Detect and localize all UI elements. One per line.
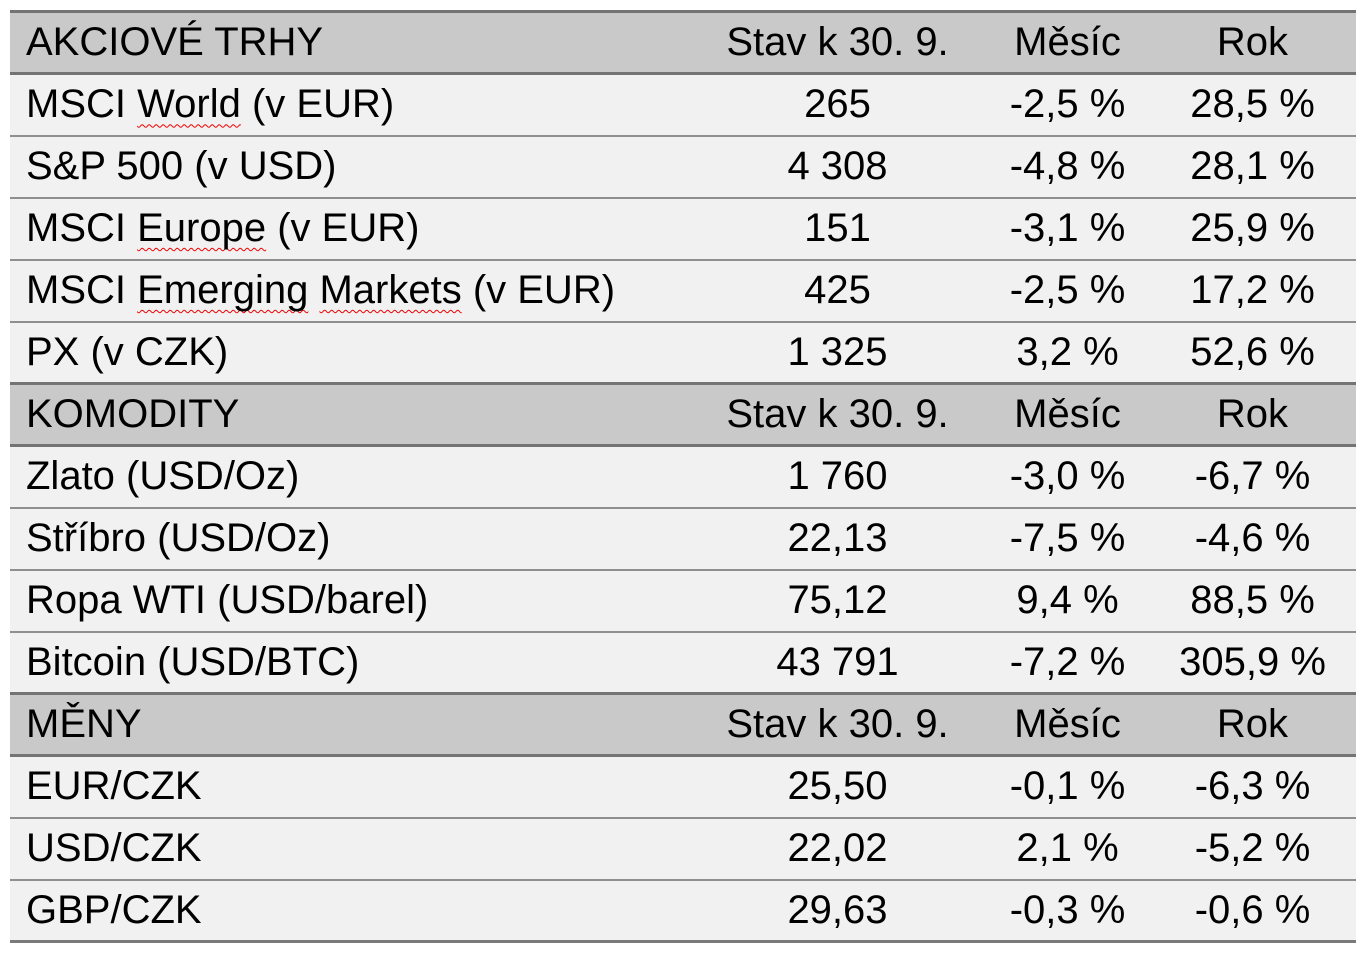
row-label: MSCI Europe (v EUR) [10, 196, 700, 260]
label-text: GBP/CZK [26, 887, 202, 932]
table-row: MSCI Europe (v EUR) 151 -3,1 % 25,9 % [10, 196, 1356, 260]
table-row: Bitcoin (USD/BTC) 43 791 -7,2 % 305,9 % [10, 630, 1356, 694]
year-value: -5,2 % [1160, 816, 1356, 880]
row-label: S&P 500 (v USD) [10, 134, 700, 198]
label-text [308, 268, 319, 312]
column-header-month: Měsíc [975, 692, 1160, 757]
month-value: -3,1 % [975, 196, 1160, 260]
state-value: 43 791 [700, 630, 975, 694]
row-label: Zlato (USD/Oz) [10, 444, 700, 508]
row-label: Bitcoin (USD/BTC) [10, 630, 700, 694]
year-value: 28,5 % [1160, 72, 1356, 136]
month-value: -4,8 % [975, 134, 1160, 198]
label-text: (v EUR) [461, 268, 616, 312]
table-row: USD/CZK 22,02 2,1 % -5,2 % [10, 816, 1356, 880]
row-label: PX (v CZK) [10, 320, 700, 384]
state-value: 425 [700, 258, 975, 322]
state-value: 22,02 [700, 816, 975, 880]
table-row: GBP/CZK 29,63 -0,3 % -0,6 % [10, 878, 1356, 942]
label-text: S&P 500 (v USD) [26, 144, 337, 188]
label-text: MSCI [26, 82, 138, 127]
month-value: -0,1 % [975, 754, 1160, 818]
month-value: -2,5 % [975, 72, 1160, 136]
state-value: 151 [700, 196, 975, 260]
month-value: -2,5 % [975, 258, 1160, 322]
label-text: Bitcoin (USD/BTC) [26, 639, 360, 684]
year-value: -6,7 % [1160, 444, 1356, 508]
year-value: 305,9 % [1160, 630, 1356, 694]
label-text: Stříbro (USD/Oz) [26, 516, 331, 560]
section-title: AKCIOVÉ TRHY [10, 10, 700, 75]
month-value: -7,5 % [975, 506, 1160, 570]
column-header-year: Rok [1160, 382, 1356, 447]
year-value: 25,9 % [1160, 196, 1356, 260]
state-value: 4 308 [700, 134, 975, 198]
year-value: 52,6 % [1160, 320, 1356, 384]
section-title: KOMODITY [10, 382, 700, 447]
year-value: -6,3 % [1160, 754, 1356, 818]
table-row: EUR/CZK 25,50 -0,1 % -6,3 % [10, 754, 1356, 818]
misspelled-word: Europe [137, 206, 267, 250]
table-row: Ropa WTI (USD/barel) 75,12 9,4 % 88,5 % [10, 568, 1356, 632]
row-label: USD/CZK [10, 816, 700, 880]
misspelled-word: Markets [319, 268, 462, 312]
column-header-state: Stav k 30. 9. [700, 692, 975, 757]
month-value: -7,2 % [975, 630, 1160, 694]
year-value: 28,1 % [1160, 134, 1356, 198]
state-value: 1 325 [700, 320, 975, 384]
state-value: 25,50 [700, 754, 975, 818]
row-label: MSCI Emerging Markets (v EUR) [10, 258, 700, 322]
column-header-year: Rok [1160, 10, 1356, 75]
month-value: -3,0 % [975, 444, 1160, 508]
column-header-month: Měsíc [975, 382, 1160, 447]
year-value: 88,5 % [1160, 568, 1356, 632]
row-label: EUR/CZK [10, 754, 700, 818]
row-label: GBP/CZK [10, 878, 700, 942]
state-value: 22,13 [700, 506, 975, 570]
column-header-state: Stav k 30. 9. [700, 10, 975, 75]
column-header-year: Rok [1160, 692, 1356, 757]
state-value: 29,63 [700, 878, 975, 942]
section-title: MĚNY [10, 692, 700, 757]
year-value: -4,6 % [1160, 506, 1356, 570]
column-header-state: Stav k 30. 9. [700, 382, 975, 447]
market-summary-table: AKCIOVÉ TRHY Stav k 30. 9. Měsíc Rok MSC… [10, 10, 1356, 943]
section-header-row-currencies: MĚNY Stav k 30. 9. Měsíc Rok [10, 692, 1356, 757]
row-label: Stříbro (USD/Oz) [10, 506, 700, 570]
row-label: MSCI World (v EUR) [10, 72, 700, 136]
year-value: 17,2 % [1160, 258, 1356, 322]
section-header-row-equities: AKCIOVÉ TRHY Stav k 30. 9. Měsíc Rok [10, 10, 1356, 75]
table-row: Stříbro (USD/Oz) 22,13 -7,5 % -4,6 % [10, 506, 1356, 570]
label-text: Ropa WTI (USD/barel) [26, 578, 429, 622]
row-label: Ropa WTI (USD/barel) [10, 568, 700, 632]
column-header-month: Měsíc [975, 10, 1160, 75]
month-value: 2,1 % [975, 816, 1160, 880]
year-value: -0,6 % [1160, 878, 1356, 942]
table-row: S&P 500 (v USD) 4 308 -4,8 % 28,1 % [10, 134, 1356, 198]
misspelled-word: Emerging [137, 268, 309, 312]
table-row: PX (v CZK) 1 325 3,2 % 52,6 % [10, 320, 1356, 384]
label-text: MSCI [26, 268, 138, 312]
state-value: 1 760 [700, 444, 975, 508]
label-text: USD/CZK [26, 826, 202, 870]
label-text: (v EUR) [240, 82, 395, 127]
month-value: -0,3 % [975, 878, 1160, 942]
month-value: 3,2 % [975, 320, 1160, 384]
table-row: MSCI World (v EUR) 265 -2,5 % 28,5 % [10, 72, 1356, 136]
table-row: Zlato (USD/Oz) 1 760 -3,0 % -6,7 % [10, 444, 1356, 508]
label-text: PX (v CZK) [26, 329, 229, 374]
label-text: Zlato (USD/Oz) [26, 454, 300, 499]
state-value: 265 [700, 72, 975, 136]
section-header-row-commodities: KOMODITY Stav k 30. 9. Měsíc Rok [10, 382, 1356, 447]
misspelled-word: World [137, 82, 241, 127]
label-text: (v EUR) [266, 206, 420, 250]
label-text: MSCI [26, 206, 138, 250]
month-value: 9,4 % [975, 568, 1160, 632]
label-text: EUR/CZK [26, 764, 202, 809]
table-row: MSCI Emerging Markets (v EUR) 425 -2,5 %… [10, 258, 1356, 322]
state-value: 75,12 [700, 568, 975, 632]
